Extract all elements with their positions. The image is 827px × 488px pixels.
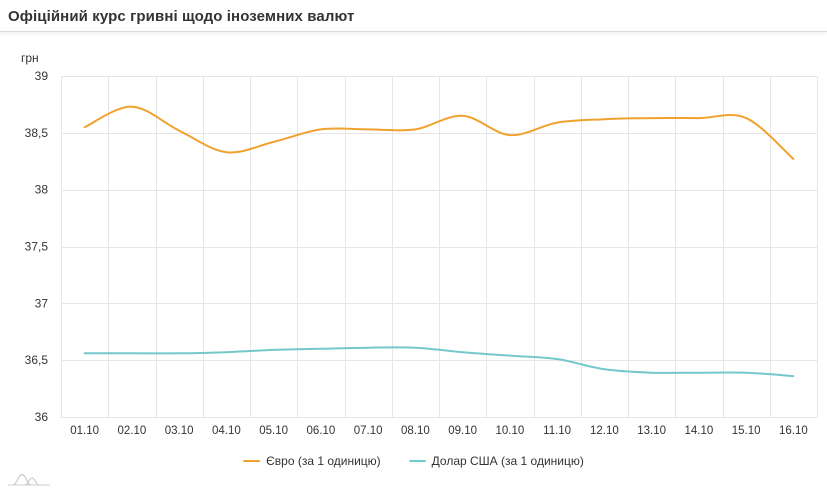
y-tick-label: 38 [35, 183, 49, 197]
x-tick-label: 08.10 [401, 425, 430, 437]
y-tick-label: 38,5 [25, 126, 49, 140]
x-tick-label: 14.10 [684, 425, 713, 437]
y-tick-label: 37 [35, 296, 49, 310]
x-tick-label: 11.10 [543, 425, 571, 437]
usd-line-swatch-icon [408, 460, 426, 462]
y-tick-label: 37,5 [25, 240, 49, 254]
x-tick-label: 10.10 [495, 425, 524, 437]
card-header: Офіційний курс гривні щодо іноземних вал… [0, 0, 827, 32]
series-line-usd[interactable] [83, 346, 795, 378]
legend-item-usd[interactable]: Долар США (за 1 одиницю) [408, 454, 584, 468]
x-tick-label: 02.10 [117, 425, 146, 437]
chart-gridlines [61, 76, 818, 418]
y-tick-label: 36 [35, 410, 49, 424]
legend-label-usd: Долар США (за 1 одиницю) [431, 454, 584, 468]
x-tick-label: 03.10 [165, 425, 194, 437]
x-tick-label: 15.10 [732, 425, 761, 437]
y-axis-unit-label: грн [21, 51, 39, 65]
euro-line-swatch-icon [243, 460, 261, 462]
x-axis-tick-labels: 01.10 02.10 03.10 04.10 05.10 06.10 07.10 08.10… [70, 425, 808, 437]
x-tick-label: 12.10 [590, 425, 619, 437]
y-tick-label: 39 [35, 69, 49, 83]
x-tick-label: 07.10 [354, 425, 383, 437]
y-tick-label: 36,5 [25, 353, 49, 367]
x-tick-label: 06.10 [306, 425, 335, 437]
x-tick-label: 13.10 [637, 425, 666, 437]
legend-label-euro: Євро (за 1 одиницю) [266, 454, 381, 468]
chart-title: Офіційний курс гривні щодо іноземних вал… [8, 8, 355, 25]
exchange-rate-chart-canvas[interactable]: грн 39 38,5 38 37,5 37 36,5 36 01.10 02.10 03.10 04… [0, 33, 827, 450]
chart-legend: Євро (за 1 одиницю) Долар США (за 1 один… [0, 451, 827, 471]
x-tick-label: 01.10 [70, 425, 99, 437]
x-tick-label: 09.10 [448, 425, 477, 437]
chart-hills-watermark-icon [8, 473, 50, 486]
legend-item-euro[interactable]: Євро (за 1 одиницю) [243, 454, 381, 468]
series-line-euro[interactable] [83, 105, 795, 160]
x-tick-label: 05.10 [259, 425, 288, 437]
y-axis-tick-labels: 39 38,5 38 37,5 37 36,5 36 [25, 69, 49, 424]
x-tick-label: 16.10 [779, 425, 808, 437]
x-tick-label: 04.10 [212, 425, 241, 437]
